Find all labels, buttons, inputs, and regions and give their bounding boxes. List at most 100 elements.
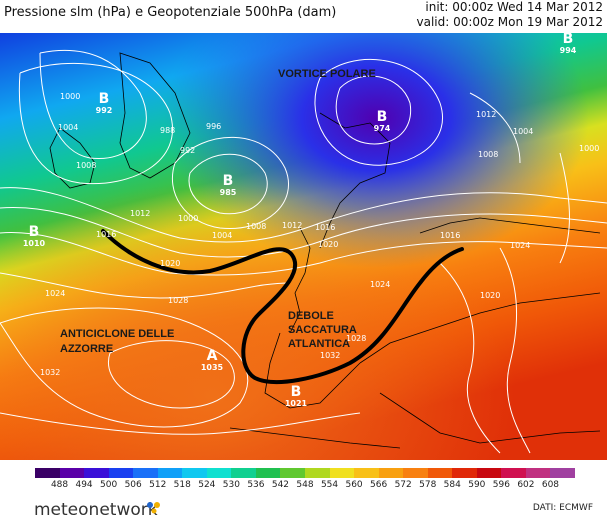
isobar-label: 1020	[318, 240, 338, 249]
colorbar-tick-label: 530	[222, 480, 240, 490]
isobar	[439, 262, 501, 454]
isobar	[171, 136, 290, 230]
isobar	[335, 75, 412, 145]
colorbar	[35, 468, 576, 478]
isobar-label: 1016	[315, 223, 335, 232]
colorbar-tick-label: 602	[517, 480, 535, 490]
isobar-label: 1012	[282, 221, 302, 230]
colorbar-tick-label: 560	[345, 480, 363, 490]
colorbar-tick-label: 512	[149, 480, 167, 490]
data-source: DATI: ECMWF	[532, 503, 593, 513]
isobar-label: 1020	[480, 291, 500, 300]
center-value: 1021	[285, 399, 308, 408]
chart-title: Pressione slm (hPa) e Geopotenziale 500h…	[4, 5, 337, 20]
colorbar-tick-label: 608	[541, 480, 560, 490]
isobar-label: 1032	[40, 368, 60, 377]
center-letter: B	[223, 173, 234, 189]
isobar	[559, 152, 570, 264]
colorbar-swatch	[378, 468, 404, 478]
weather-map: 1000 1004 1008 1012 1016 1020 1024 1028 1032 996 9…	[0, 33, 607, 460]
isobar-label: 1000	[60, 92, 80, 101]
isobar	[0, 412, 361, 435]
isobar-label: 1028	[346, 334, 366, 343]
isobar-label: 1024	[370, 280, 390, 289]
isobar	[0, 272, 291, 299]
center-letter: B	[377, 109, 388, 125]
isobar-label: 1004	[513, 127, 533, 136]
colorbar-swatch	[255, 468, 281, 478]
center-value: 985	[220, 188, 237, 197]
colorbar-swatch	[427, 468, 453, 478]
isobar	[314, 58, 443, 166]
isobar-labels: 1000 1004 1008 1012 1016 1020 1024 1028 1032 996 9…	[40, 92, 599, 377]
colorbar-tick-label: 590	[468, 480, 486, 490]
trough-outline	[101, 229, 464, 385]
colorbar-tick-label: 506	[124, 480, 142, 490]
colorbar-tick-label: 500	[100, 480, 118, 490]
colorbar-swatch	[354, 468, 379, 478]
isobar-label: 1008	[478, 150, 498, 159]
label-azores-line2: AZZORRE	[60, 343, 113, 355]
logo-dots-icon	[147, 502, 160, 514]
isobar-label: 1028	[168, 296, 188, 305]
isobar	[39, 49, 147, 160]
colorbar-swatch	[59, 468, 85, 478]
label-trough-line2: SACCATURA	[288, 324, 357, 336]
colorbar-swatch	[452, 468, 477, 478]
isobar-label: 1008	[246, 222, 266, 231]
isobar	[499, 247, 531, 454]
valid-timestamp: valid: 00:00z Mon 19 Mar 2012	[416, 15, 604, 29]
colorbar-tick-label: 596	[492, 480, 510, 490]
center-value: 1035	[201, 363, 224, 372]
colorbar-swatch	[550, 468, 576, 478]
isobar-label: 1032	[320, 351, 340, 360]
isobar	[0, 187, 607, 243]
colorbar-swatch	[501, 468, 526, 478]
isobar-label: 1016	[440, 231, 460, 240]
colorbar-tick-label: 554	[320, 480, 339, 490]
colorbar-swatch	[35, 468, 60, 478]
isobar	[0, 307, 249, 428]
center-value: 1010	[23, 239, 46, 248]
center-letter: B	[29, 224, 40, 240]
meteonetwork-logo: meteonetwork	[34, 500, 158, 520]
colorbar-ticks: 488 494 500 506 512 518 524 530 536 542 548 554 560 5…	[35, 480, 575, 494]
isobar-label: 1004	[58, 123, 78, 132]
isobar	[0, 207, 607, 258]
colorbar-swatch	[206, 468, 232, 478]
colorbar-swatch	[280, 468, 306, 478]
colorbar-tick-label: 548	[296, 480, 314, 490]
colorbar-tick-label: 572	[394, 480, 412, 490]
center-letter: B	[291, 384, 302, 400]
isobar-label: 1000	[579, 144, 599, 153]
colorbar-swatch	[84, 468, 109, 478]
isobar-label: 1016	[96, 230, 116, 239]
colorbar-swatch	[133, 468, 158, 478]
colorbar-tick-label: 578	[419, 480, 437, 490]
isobar	[18, 62, 173, 185]
center-letter: A	[207, 348, 218, 364]
center-value: 994	[560, 46, 577, 55]
label-azores-line1: ANTICICLONE DELLE	[60, 328, 174, 340]
isobar-label: 1024	[45, 289, 65, 298]
colorbar-swatch	[108, 468, 134, 478]
colorbar-swatch	[157, 468, 183, 478]
isobar	[107, 340, 235, 409]
isobar-label: 1000	[178, 214, 198, 223]
isobars	[0, 49, 607, 454]
colorbar-swatch	[525, 468, 551, 478]
center-letter: B	[563, 33, 574, 47]
center-value: 992	[96, 106, 113, 115]
colorbar-swatch	[231, 468, 256, 478]
colorbar-tick-label: 536	[247, 480, 265, 490]
colorbar-swatch	[329, 468, 355, 478]
label-trough-line3: ATLANTICA	[288, 338, 350, 350]
isobar	[188, 153, 268, 215]
colorbar-tick-label: 494	[75, 480, 93, 490]
isobar-label: 996	[206, 122, 221, 131]
isobar-label: 1012	[476, 110, 496, 119]
center-value: 974	[374, 124, 391, 133]
coastlines	[49, 52, 601, 449]
isobar	[0, 232, 607, 276]
